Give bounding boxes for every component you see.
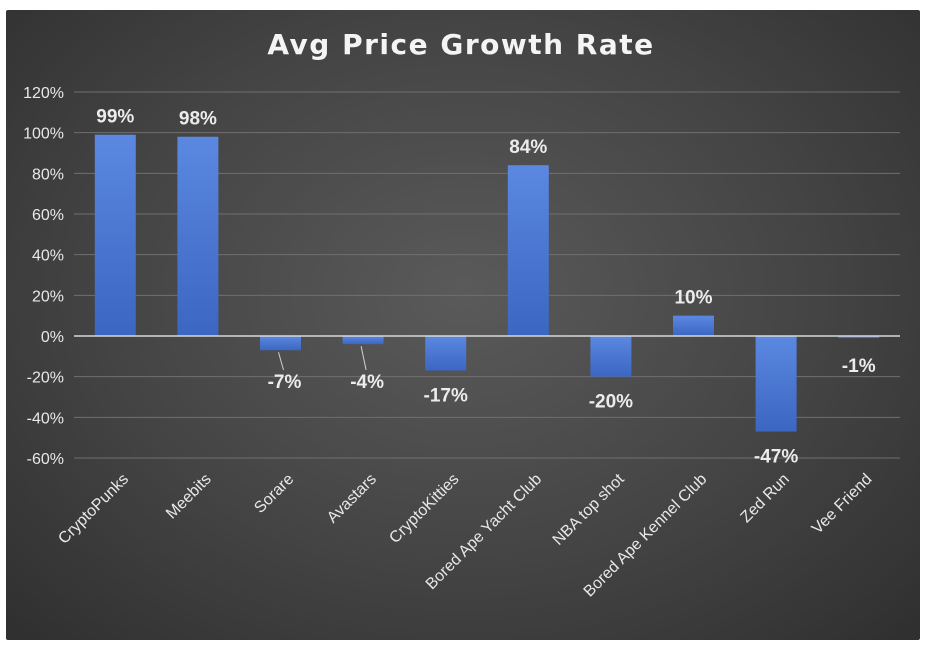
y-tick-label: 80% bbox=[32, 166, 64, 183]
x-axis-ticks: CryptoPunks Meebits Sorare Avastars CryptoKi… bbox=[55, 470, 875, 600]
data-label: -47% bbox=[754, 447, 798, 468]
data-label: 10% bbox=[674, 288, 712, 309]
bar bbox=[342, 336, 384, 345]
data-label: 84% bbox=[509, 137, 547, 158]
x-tick-label: Avastars bbox=[324, 471, 380, 527]
data-label: -7% bbox=[268, 372, 302, 393]
bar bbox=[838, 336, 880, 339]
y-tick-label: -60% bbox=[27, 451, 64, 468]
bar-chart: Avg Price Growth Rate 120% 100% 80% 60% 40% 2… bbox=[23, 28, 900, 600]
y-tick-label: -40% bbox=[27, 410, 64, 427]
bar bbox=[755, 336, 797, 432]
x-tick-label: Zed Run bbox=[738, 471, 793, 526]
label-leader-line bbox=[278, 352, 284, 371]
x-tick-label: NBA top shot bbox=[550, 470, 628, 548]
x-tick-label: CryptoPunks bbox=[55, 471, 132, 548]
y-tick-label: -20% bbox=[27, 370, 64, 387]
data-labels: 99% 98% -7% -4% -17% 84% -20% 10% -47% -1% bbox=[96, 107, 875, 468]
y-tick-label: 0% bbox=[41, 329, 64, 346]
bar bbox=[590, 336, 632, 377]
chart-panel: Avg Price Growth Rate 120% 100% 80% 60% 40% 2… bbox=[6, 10, 920, 640]
bar bbox=[94, 134, 136, 336]
y-tick-label: 60% bbox=[32, 207, 64, 224]
bar bbox=[507, 165, 549, 336]
data-label: -20% bbox=[589, 392, 633, 413]
y-tick-label: 100% bbox=[23, 126, 64, 143]
bars bbox=[94, 134, 880, 432]
x-tick-label: CryptoKitties bbox=[386, 471, 462, 547]
chart-title: Avg Price Growth Rate bbox=[267, 28, 654, 61]
x-tick-label: Vee Friend bbox=[809, 471, 876, 538]
x-tick-label: Sorare bbox=[251, 471, 297, 517]
x-tick-label: Meebits bbox=[163, 471, 215, 523]
y-tick-label: 20% bbox=[32, 288, 64, 305]
data-label: 98% bbox=[179, 109, 217, 130]
label-leader-line bbox=[360, 346, 367, 371]
y-tick-label: 120% bbox=[23, 85, 64, 102]
bar bbox=[673, 315, 714, 336]
bar bbox=[425, 336, 467, 371]
data-label: -17% bbox=[424, 386, 468, 407]
data-label: 99% bbox=[96, 107, 134, 128]
y-axis-ticks: 120% 100% 80% 60% 40% 20% 0% -20% -40% -60% bbox=[23, 85, 64, 468]
bar bbox=[260, 336, 301, 351]
y-tick-label: 40% bbox=[32, 248, 64, 265]
data-label: -1% bbox=[842, 356, 876, 377]
bar bbox=[177, 136, 219, 336]
data-label: -4% bbox=[350, 372, 384, 393]
